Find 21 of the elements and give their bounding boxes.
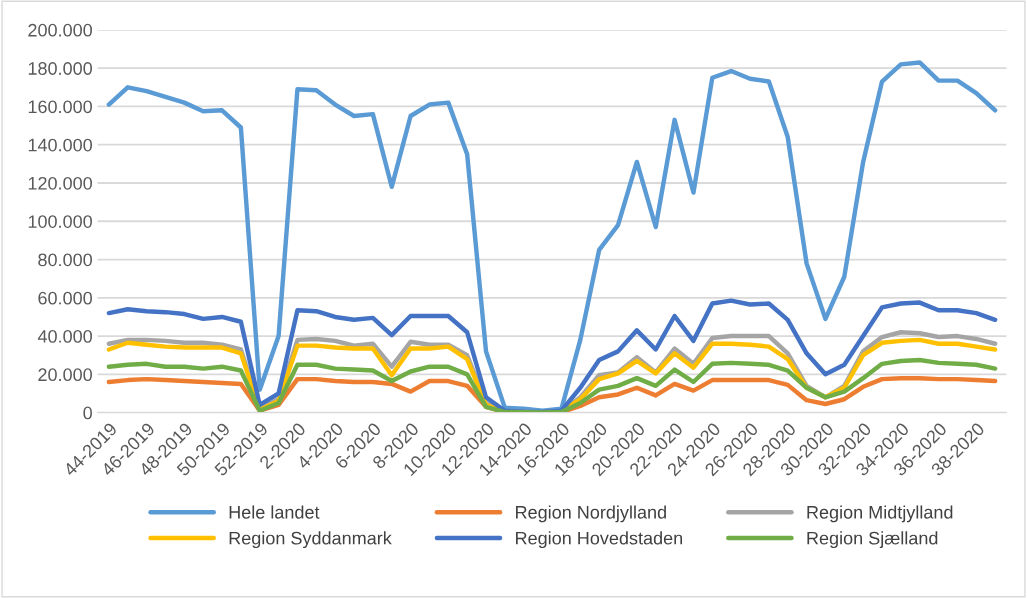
legend-label: Region Nordjylland: [516, 505, 666, 523]
legend-label: Region Syddanmark: [229, 531, 392, 549]
y-tick-label: 40.000: [37, 330, 92, 343]
line-series: [106, 357, 998, 413]
y-tick-label: 140.000: [28, 138, 92, 152]
line-series: [106, 298, 998, 413]
y-tick-label: 160.000: [28, 100, 92, 114]
legend-label: Region Midtjylland: [807, 505, 953, 523]
y-tick-label: 80.000: [38, 253, 92, 267]
line-series: [106, 60, 998, 413]
y-tick-label: 100.000: [28, 215, 92, 228]
y-tick-label: 60.000: [38, 291, 92, 305]
y-tick-label: 20.000: [38, 368, 92, 382]
legend-label: Region Hovedstaden: [516, 531, 683, 549]
y-tick-label: 120.000: [28, 176, 92, 190]
line-series: [106, 375, 998, 413]
legend-label: Region Sjælland: [807, 531, 938, 549]
legend-label: Hele landet: [229, 505, 320, 519]
y-tick-label: 180.000: [28, 62, 92, 75]
y-tick-label: 200.000: [28, 23, 92, 37]
y-tick-label: 0: [83, 406, 92, 420]
